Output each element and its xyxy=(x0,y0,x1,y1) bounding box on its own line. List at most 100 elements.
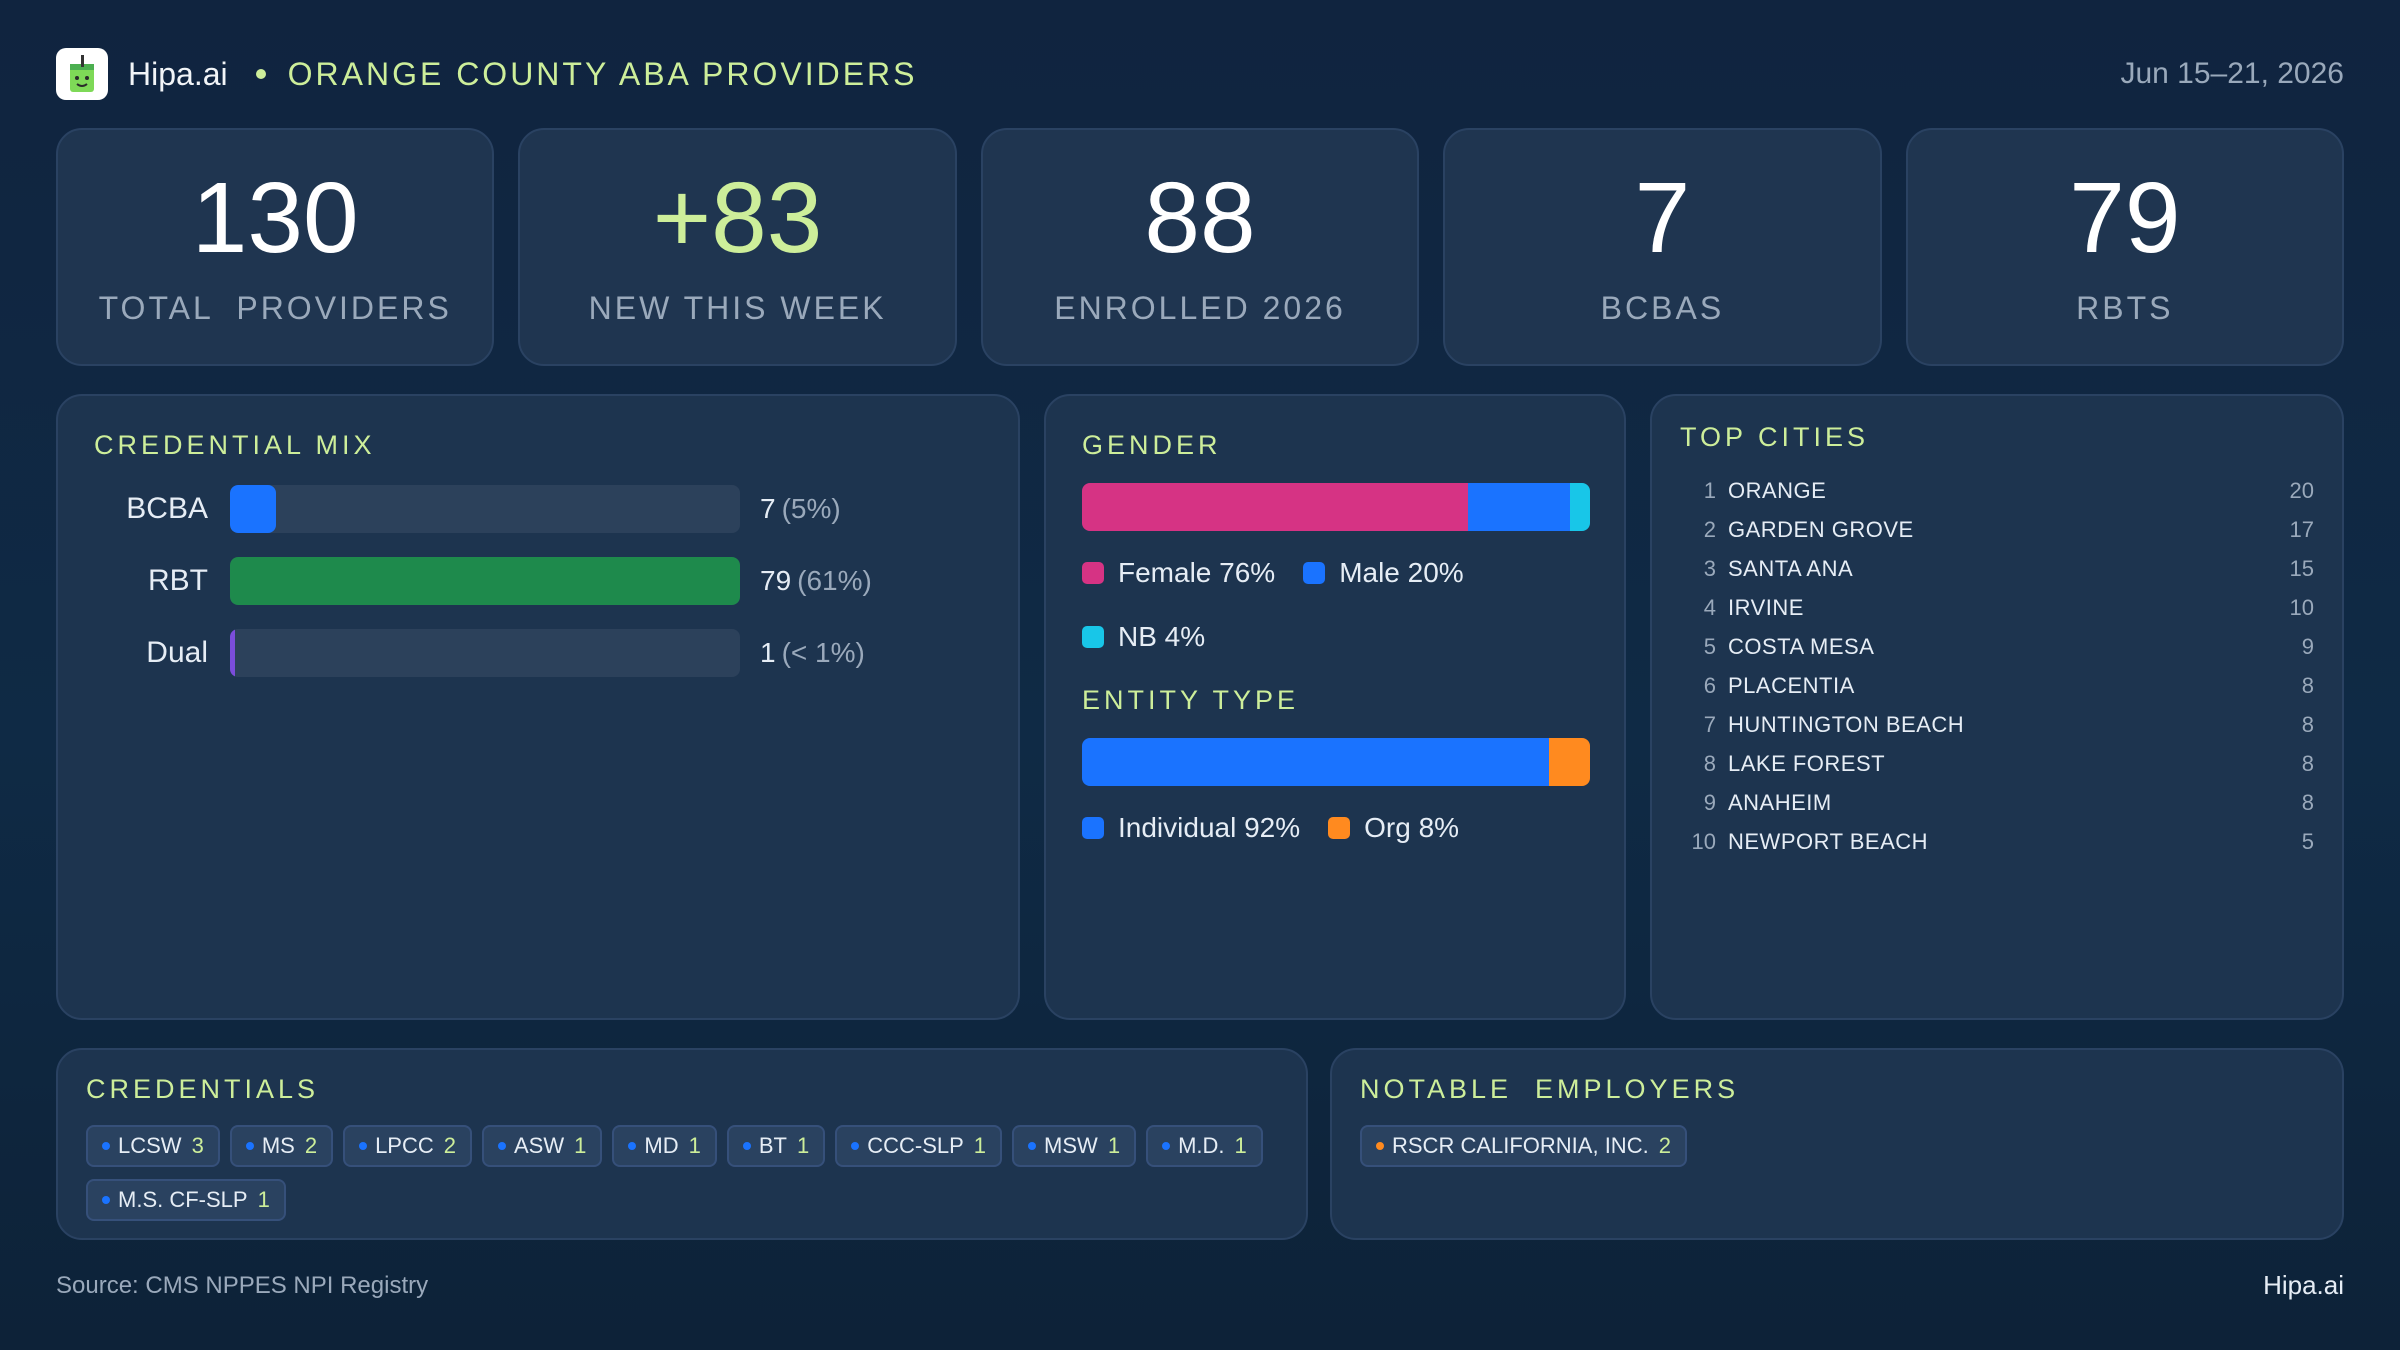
kpi-label: TOTAL PROVIDERS xyxy=(98,289,452,326)
chip-dot xyxy=(102,1142,110,1150)
chip-name: ASW xyxy=(514,1133,565,1158)
chip-count: 1 xyxy=(796,1133,810,1158)
entity-segment xyxy=(1549,738,1590,786)
city-name: HUNTINGTON BEACH xyxy=(1728,711,1965,737)
gender-legend-item: NB 4% xyxy=(1082,615,1560,659)
gender-segment xyxy=(1569,483,1590,531)
entity-legend-label: Org 8% xyxy=(1364,812,1460,843)
entity-segment xyxy=(1082,738,1550,786)
entity-stacked-bar xyxy=(1082,738,1590,786)
chip-dot xyxy=(1028,1142,1037,1150)
credential-chip: M.S. CF-SLP 1 xyxy=(86,1179,286,1221)
city-list: 1 ORANGE 20 2 GARDEN GROVE 17 3 SANTA ANA 15 4 IRV… xyxy=(1680,471,2314,861)
credential-chip: MSW 1 xyxy=(1012,1125,1137,1167)
credential-mix-label: Dual xyxy=(146,636,208,669)
credential-chip: LPCC 2 xyxy=(343,1125,472,1167)
chip-dot xyxy=(102,1196,110,1204)
separator-dot xyxy=(255,69,266,79)
kpi-label: BCBAS xyxy=(1600,289,1725,326)
entity-swatch xyxy=(1328,817,1351,839)
city-rank: 5 xyxy=(1703,633,1716,659)
entity-legend: Individual 92% Org 8% xyxy=(1082,806,1588,870)
city-rank: 8 xyxy=(1703,750,1716,776)
credential-mix-bar xyxy=(230,557,740,605)
city-count: 8 xyxy=(2301,789,2314,815)
chip-dot xyxy=(1376,1142,1384,1150)
chip-count: 1 xyxy=(1234,1133,1247,1158)
chip-name: MD xyxy=(644,1133,679,1158)
kpi-value: 79 xyxy=(2069,161,2181,274)
chip-count: 1 xyxy=(688,1133,701,1158)
credential-mix-row: BCBA 7 (5%) xyxy=(94,485,982,533)
credential-chips: LCSW 3 MS 2 LPCC 2 ASW 1 MD 1 BT 1 CCC-SLP 1 MSW 1 M.D. 1… xyxy=(86,1125,1278,1221)
credential-mix-track xyxy=(230,557,740,605)
city-row: 2 GARDEN GROVE 17 xyxy=(1680,510,2314,549)
chip-dot xyxy=(498,1142,506,1150)
chip-dot xyxy=(245,1142,254,1150)
city-count: 17 xyxy=(2289,516,2314,542)
credential-mix-track xyxy=(230,629,740,677)
date-range: Jun 15–21, 2026 xyxy=(2120,57,2344,90)
city-count: 8 xyxy=(2301,711,2314,737)
chip-name: LCSW xyxy=(118,1133,182,1158)
city-rank: 6 xyxy=(1703,672,1716,698)
kpi-value: 88 xyxy=(1144,161,1256,274)
credential-mix-count: 79 xyxy=(760,565,792,596)
credential-mix-bar xyxy=(230,629,235,677)
city-count: 9 xyxy=(2301,633,2314,659)
gender-legend-item: Male 20% xyxy=(1303,551,1464,595)
city-name: ORANGE xyxy=(1728,477,1827,503)
credentials-panel: CREDENTIALS LCSW 3 MS 2 LPCC 2 ASW 1 MD 1 BT 1 CCC-S… xyxy=(56,1048,1308,1240)
employer-chip: RSCR CALIFORNIA, INC. 2 xyxy=(1360,1125,1687,1167)
top-cities-panel: TOP CITIES 1 ORANGE 20 2 GARDEN GROVE 17 3 SANT… xyxy=(1650,394,2344,1020)
brand-name: Hipa.ai xyxy=(128,55,228,92)
city-rank: 2 xyxy=(1703,516,1716,542)
chip-name: M.S. CF-SLP xyxy=(118,1187,248,1212)
gender-segment xyxy=(1468,483,1570,531)
chip-count: 1 xyxy=(973,1133,987,1158)
gender-segment xyxy=(1082,483,1469,531)
city-name: IRVINE xyxy=(1728,594,1804,620)
city-row: 6 PLACENTIA 8 xyxy=(1680,666,2314,705)
chip-count: 3 xyxy=(191,1133,204,1158)
chip-count: 2 xyxy=(304,1133,318,1158)
city-name: NEWPORT BEACH xyxy=(1728,828,1929,854)
credential-mix-percent: (61%) xyxy=(797,565,872,596)
gender-legend: Female 76% Male 20% NB 4% xyxy=(1082,551,1588,679)
city-row: 4 IRVINE 10 xyxy=(1680,588,2314,627)
header: Hipa.ai ORANGE COUNTY ABA PROVIDERS Jun … xyxy=(56,46,2344,102)
credential-mix-label: BCBA xyxy=(126,492,208,525)
gender-swatch xyxy=(1082,626,1104,648)
gender-legend-label: Male 20% xyxy=(1339,557,1464,588)
gender-legend-label: Female 76% xyxy=(1118,557,1276,588)
chip-count: 2 xyxy=(443,1133,456,1158)
city-count: 8 xyxy=(2301,750,2314,776)
kpi-total-providers: 130 TOTAL PROVIDERS xyxy=(56,128,495,366)
gender-legend-item: Female 76% xyxy=(1082,551,1275,595)
employer-chips: RSCR CALIFORNIA, INC. 2 xyxy=(1360,1125,2314,1167)
page-title: ORANGE COUNTY ABA PROVIDERS xyxy=(287,55,918,92)
notable-employers-panel: NOTABLE EMPLOYERS RSCR CALIFORNIA, INC. 2 xyxy=(1330,1048,2344,1240)
credential-mix-row: Dual 1 (< 1%) xyxy=(94,629,982,677)
city-row: 10 NEWPORT BEACH 5 xyxy=(1680,822,2314,861)
chip-name: LPCC xyxy=(375,1133,434,1158)
city-rank: 9 xyxy=(1703,789,1716,815)
chip-dot xyxy=(628,1142,637,1150)
city-name: LAKE FOREST xyxy=(1728,750,1886,776)
credential-chip: CCC-SLP 1 xyxy=(835,1125,1003,1167)
chip-name: BT xyxy=(758,1133,787,1158)
gender-legend-label: NB 4% xyxy=(1118,621,1206,652)
logo xyxy=(56,48,108,100)
credential-mix-count: 1 xyxy=(760,637,776,668)
footer-brand: Hipa.ai xyxy=(2263,1270,2344,1300)
entity-legend-item: Org 8% xyxy=(1328,806,1459,850)
kpi-value: +83 xyxy=(652,161,823,274)
credential-mix-value: 7 (5%) xyxy=(760,493,841,525)
city-rank: 3 xyxy=(1703,555,1716,581)
city-name: SANTA ANA xyxy=(1728,555,1854,581)
city-name: PLACENTIA xyxy=(1728,672,1855,698)
chip-count: 1 xyxy=(1107,1133,1121,1158)
chip-count: 2 xyxy=(1658,1133,1671,1158)
chip-dot xyxy=(1162,1142,1171,1150)
chip-name: MSW xyxy=(1044,1133,1098,1158)
